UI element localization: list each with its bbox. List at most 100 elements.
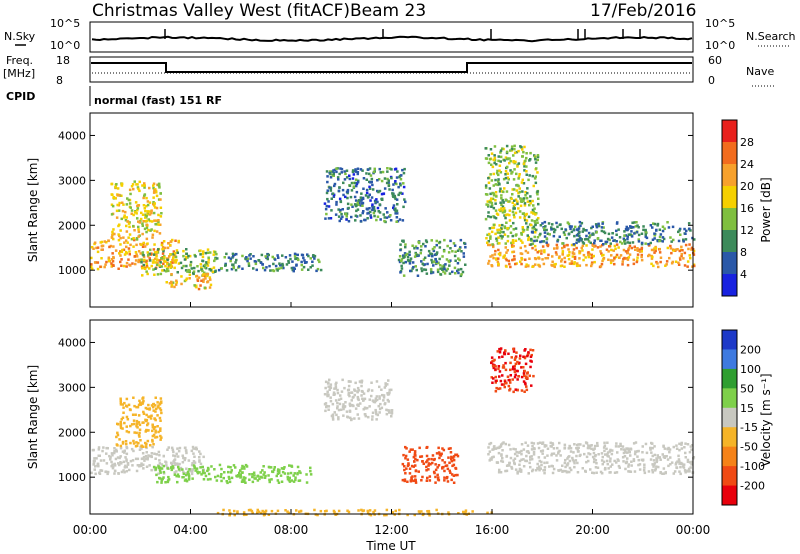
data-cell-0 [137, 258, 141, 262]
data-cell-9 [608, 238, 611, 242]
data-cell-1 [155, 194, 159, 198]
data-cell-0 [170, 461, 173, 465]
data-cell-5 [504, 368, 508, 372]
data-cell-0 [175, 452, 178, 456]
data-cell-7 [236, 511, 239, 515]
data-cell-2 [309, 469, 312, 473]
data-cell-6 [334, 385, 338, 388]
data-cell-2 [206, 248, 210, 251]
data-cell-5 [424, 245, 427, 248]
data-cell-5 [433, 246, 436, 249]
data-cell-6 [335, 413, 338, 417]
data-cell-4 [268, 264, 271, 268]
data-cell-2 [141, 274, 144, 277]
data-cell-4 [282, 266, 285, 270]
data-cell-2 [161, 269, 164, 272]
data-cell-6 [379, 171, 382, 174]
data-cell-9 [630, 235, 634, 238]
data-cell-1 [147, 429, 150, 432]
data-cell-4 [303, 261, 307, 264]
data-cell-2 [276, 469, 280, 473]
data-cell-4 [287, 261, 291, 264]
data-cell-4 [607, 467, 610, 470]
data-cell-4 [586, 446, 590, 450]
data-cell-4 [613, 471, 617, 474]
data-cell-4 [559, 454, 562, 457]
data-cell-8 [495, 172, 499, 175]
data-cell-4 [234, 261, 237, 264]
data-cell-1 [131, 183, 135, 186]
data-cell-2 [202, 250, 205, 253]
data-cell-7 [688, 243, 691, 246]
data-cell-1 [143, 184, 146, 187]
data-cell-1 [117, 209, 121, 212]
data-cell-6 [329, 189, 333, 192]
data-cell-1 [141, 232, 144, 236]
data-cell-6 [395, 220, 398, 223]
data-cell-7 [505, 251, 508, 254]
data-cell-5 [420, 245, 423, 248]
data-cell-7 [487, 243, 490, 247]
data-cell-4 [224, 264, 227, 267]
data-cell-2 [174, 255, 178, 259]
data-cell-4 [252, 267, 255, 270]
data-cell-3 [422, 462, 425, 465]
data-cell-0 [143, 459, 146, 462]
data-cell-1 [135, 183, 138, 186]
data-cell-3 [196, 278, 199, 281]
data-cell-8 [488, 227, 492, 230]
nave-label: Nave [746, 65, 774, 78]
data-cell-6 [357, 403, 360, 406]
data-cell-5 [503, 352, 507, 356]
data-cell-8 [499, 171, 503, 174]
data-cell-8 [523, 169, 526, 172]
data-cell-7 [250, 509, 254, 513]
ytick-label: 2000 [58, 426, 86, 439]
data-cell-4 [516, 470, 519, 474]
data-cell-3 [429, 463, 432, 466]
data-cell-6 [326, 197, 329, 201]
data-cell-0 [134, 457, 138, 461]
data-cell-0 [121, 450, 125, 453]
data-cell-1 [158, 407, 162, 410]
data-cell-4 [680, 447, 684, 450]
data-cell-2 [143, 258, 146, 262]
data-cell-2 [239, 473, 242, 476]
data-cell-6 [404, 200, 407, 204]
data-cell-5 [497, 365, 501, 368]
data-cell-4 [583, 452, 586, 456]
data-cell-4 [514, 468, 518, 471]
data-cell-2 [143, 267, 147, 270]
data-cell-0 [171, 238, 174, 242]
data-cell-1 [135, 422, 139, 425]
data-cell-2 [206, 251, 209, 254]
data-cell-1 [132, 187, 135, 191]
data-cell-5 [420, 267, 423, 270]
data-cell-1 [145, 442, 148, 446]
data-cell-4 [541, 449, 545, 452]
data-cell-7 [575, 246, 578, 250]
data-cell-6 [376, 215, 380, 218]
data-cell-4 [567, 455, 570, 459]
data-cell-5 [492, 377, 495, 380]
data-cell-8 [526, 234, 529, 237]
data-cell-8 [492, 158, 495, 162]
data-cell-7 [551, 255, 554, 258]
data-cell-2 [158, 477, 162, 480]
data-cell-6 [371, 418, 374, 421]
data-cell-2 [309, 466, 312, 470]
data-cell-4 [661, 453, 664, 456]
data-cell-3 [443, 461, 447, 464]
data-cell-0 [182, 456, 185, 460]
data-cell-6 [341, 378, 344, 382]
data-cell-1 [145, 226, 149, 229]
data-cell-9 [548, 233, 551, 236]
data-cell-4 [541, 442, 544, 445]
data-cell-5 [408, 253, 411, 256]
data-cell-5 [453, 244, 457, 247]
data-cell-5 [451, 250, 454, 253]
data-cell-0 [179, 466, 183, 470]
data-cell-8 [493, 159, 497, 162]
data-cell-4 [591, 455, 595, 459]
data-cell-2 [222, 476, 225, 480]
